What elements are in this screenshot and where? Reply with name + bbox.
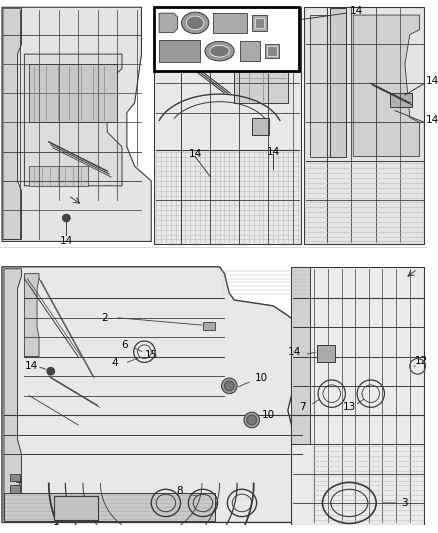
Bar	[164, 13, 242, 50]
Bar	[154, 7, 299, 71]
Text: 13: 13	[343, 402, 356, 413]
Bar	[203, 322, 215, 330]
Bar	[213, 13, 247, 33]
Text: 12: 12	[415, 357, 428, 367]
Bar	[252, 15, 267, 31]
Text: 14: 14	[60, 237, 73, 246]
Bar	[29, 64, 117, 123]
Polygon shape	[159, 13, 177, 33]
Polygon shape	[154, 7, 300, 244]
Polygon shape	[291, 267, 424, 526]
Circle shape	[247, 415, 257, 425]
Text: 6: 6	[122, 340, 128, 350]
Text: 10: 10	[255, 373, 268, 383]
Polygon shape	[25, 54, 122, 186]
Polygon shape	[4, 269, 21, 521]
Polygon shape	[353, 15, 420, 157]
Circle shape	[47, 367, 55, 375]
Polygon shape	[304, 7, 424, 244]
Polygon shape	[310, 15, 346, 157]
Text: 14: 14	[425, 116, 438, 125]
Text: 3: 3	[402, 498, 408, 508]
Bar	[10, 474, 20, 481]
Text: 14: 14	[425, 76, 438, 86]
Polygon shape	[291, 267, 310, 445]
Text: 2: 2	[101, 312, 108, 322]
Bar	[54, 496, 98, 520]
Bar	[267, 46, 277, 56]
Bar	[159, 41, 200, 62]
Text: 8: 8	[176, 486, 183, 496]
Text: 14: 14	[288, 346, 301, 357]
Text: 1: 1	[53, 518, 60, 528]
Polygon shape	[330, 8, 346, 157]
Text: 14: 14	[25, 361, 38, 372]
Polygon shape	[4, 493, 215, 521]
Bar	[254, 18, 265, 28]
Text: 14: 14	[350, 6, 363, 16]
Circle shape	[63, 214, 70, 222]
Bar	[390, 93, 412, 107]
Polygon shape	[3, 8, 21, 239]
Text: 10: 10	[262, 410, 275, 420]
Bar	[317, 345, 335, 362]
Bar	[265, 44, 279, 58]
Polygon shape	[2, 267, 312, 522]
Circle shape	[224, 381, 234, 391]
Text: 15: 15	[145, 350, 158, 360]
Bar	[10, 486, 20, 493]
Polygon shape	[29, 166, 88, 186]
Text: 4: 4	[112, 358, 118, 368]
Polygon shape	[2, 7, 151, 241]
Bar	[252, 117, 269, 135]
Text: 14: 14	[267, 147, 280, 157]
Ellipse shape	[187, 16, 204, 30]
Polygon shape	[25, 273, 39, 357]
Ellipse shape	[210, 45, 230, 57]
Text: 9: 9	[14, 479, 21, 488]
Ellipse shape	[181, 12, 209, 34]
Bar	[234, 59, 288, 103]
Circle shape	[222, 378, 237, 394]
Bar	[240, 42, 260, 61]
Ellipse shape	[205, 42, 234, 61]
Text: 14: 14	[188, 149, 202, 159]
Text: 7: 7	[299, 402, 306, 413]
Circle shape	[244, 412, 260, 428]
